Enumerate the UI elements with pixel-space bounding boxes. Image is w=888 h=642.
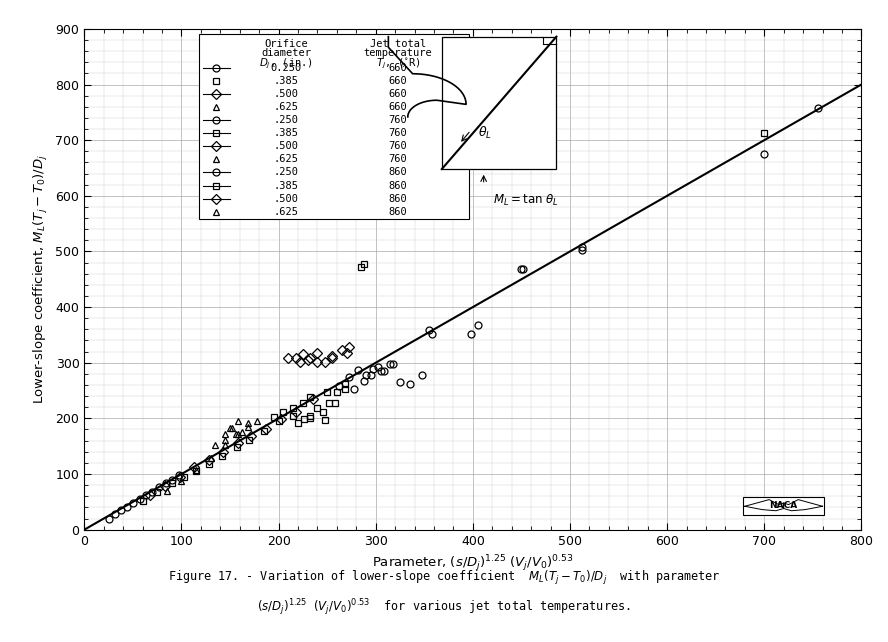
Text: 860: 860	[389, 194, 408, 204]
Text: 660: 660	[389, 63, 408, 73]
Text: .500: .500	[274, 194, 299, 204]
Text: .250: .250	[274, 168, 299, 177]
Text: 660: 660	[389, 89, 408, 99]
Text: NACA: NACA	[770, 501, 797, 510]
Text: $D_j$, (in.): $D_j$, (in.)	[259, 56, 313, 71]
Text: .500: .500	[274, 89, 299, 99]
Text: .385: .385	[274, 180, 299, 191]
Text: Orifice: Orifice	[265, 39, 308, 49]
Text: Jet total: Jet total	[370, 39, 426, 49]
Text: .500: .500	[274, 141, 299, 152]
Text: $\theta_L$: $\theta_L$	[478, 125, 492, 141]
Text: 860: 860	[389, 207, 408, 216]
Text: .385: .385	[274, 76, 299, 86]
Text: .625: .625	[274, 207, 299, 216]
Text: 760: 760	[389, 115, 408, 125]
Text: .625: .625	[274, 102, 299, 112]
Text: 860: 860	[389, 168, 408, 177]
Text: 860: 860	[389, 180, 408, 191]
Text: .385: .385	[274, 128, 299, 138]
X-axis label: Parameter, $(s/D_j)^{1.25}$ $(V_j/V_0)^{0.53}$: Parameter, $(s/D_j)^{1.25}$ $(V_j/V_0)^{…	[372, 553, 574, 574]
Text: 660: 660	[389, 76, 408, 86]
Text: .625: .625	[274, 154, 299, 164]
Text: .250: .250	[274, 115, 299, 125]
Text: diameter: diameter	[261, 48, 312, 58]
Text: 760: 760	[389, 154, 408, 164]
Text: temperature: temperature	[364, 48, 432, 58]
Text: $(s/D_j)^{1.25}$ $(V_j/V_0)^{0.53}$  for various jet total temperatures.: $(s/D_j)^{1.25}$ $(V_j/V_0)^{0.53}$ for …	[258, 598, 630, 618]
Text: 0.250: 0.250	[271, 63, 302, 73]
Text: $M_L = \tan\,\theta_L$: $M_L = \tan\,\theta_L$	[494, 193, 559, 207]
Text: 660: 660	[389, 102, 408, 112]
Bar	[199, 35, 469, 219]
Text: 760: 760	[389, 128, 408, 138]
Bar	[442, 37, 557, 169]
Text: Figure 17. - Variation of lower-slope coefficient  $M_L(T_j-T_0)/D_j$  with para: Figure 17. - Variation of lower-slope co…	[168, 569, 720, 587]
Text: 760: 760	[389, 141, 408, 152]
Bar	[743, 498, 824, 515]
Y-axis label: Lower-slope coefficient, $M_L(T_j-T_0)/D_j$: Lower-slope coefficient, $M_L(T_j-T_0)/D…	[32, 154, 50, 404]
Text: $T_j$, ($^{\circ}$R): $T_j$, ($^{\circ}$R)	[376, 56, 420, 71]
